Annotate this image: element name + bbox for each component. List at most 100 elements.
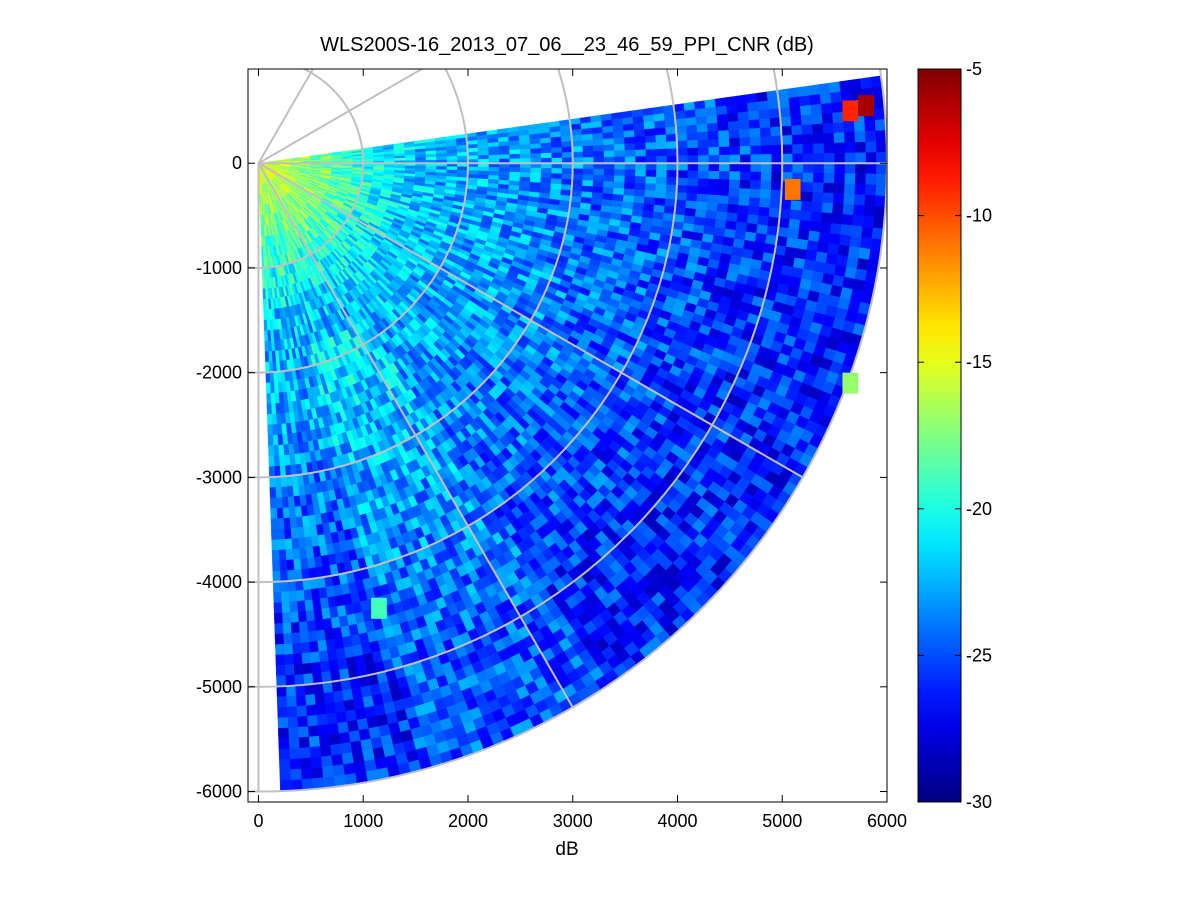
heatmap-cell-3937 <box>684 109 697 119</box>
heatmap-cell-2986 <box>582 174 594 181</box>
heatmap-cell-3753 <box>666 170 678 179</box>
heatmap-cell-2793 <box>561 168 573 175</box>
heatmap-cell-3835 <box>300 568 310 581</box>
heatmap-cell-2409 <box>519 167 531 173</box>
heatmap-cell-4416 <box>735 94 748 105</box>
heatmap-cell-4605 <box>292 653 303 665</box>
heatmap-cell-2878 <box>274 465 281 478</box>
heatmap-cell-4431 <box>735 221 748 232</box>
heatmap-cell-4135 <box>708 154 720 164</box>
heatmap-cell-3740 <box>292 558 302 571</box>
heatmap-cell-2303 <box>266 403 272 415</box>
heatmap-cell-3468 <box>633 189 646 198</box>
heatmap-cell-4513 <box>746 101 759 113</box>
heatmap-cell-1158 <box>383 158 395 162</box>
heatmap-cell-4235 <box>718 187 730 197</box>
heatmap-cell-2975 <box>269 476 276 488</box>
heatmap-cell-2789 <box>561 146 573 153</box>
heatmap-cell-1062 <box>373 158 385 162</box>
heatmap-cell-4123 <box>304 599 314 612</box>
heatmap-cell-4137 <box>708 170 720 180</box>
heatmap-cell-1641 <box>436 166 448 171</box>
heatmap-cell-4993 <box>798 95 811 107</box>
heatmap-cell-2885 <box>572 146 584 153</box>
heatmap-cell-3454 <box>277 528 285 540</box>
heatmap-cell-2795 <box>561 178 573 186</box>
heatmap-cell-3465 <box>635 169 647 177</box>
heatmap-cell-3932 <box>294 579 304 592</box>
heatmap-cell-4698 <box>319 660 331 673</box>
heatmap-cell-3069 <box>280 486 288 498</box>
heatmap-cell-4335 <box>725 220 737 231</box>
heatmap-cell-3451 <box>296 526 305 539</box>
heatmap-cell-1631 <box>264 330 269 342</box>
heatmap-cell-3845 <box>676 140 688 149</box>
heatmap-cell-4043 <box>697 186 709 195</box>
heatmap-cell-4130 <box>706 114 718 125</box>
heatmap-cell-4029 <box>288 590 298 603</box>
heatmap-cell-4895 <box>276 685 287 698</box>
heatmap-cell-4712 <box>771 163 783 173</box>
heatmap-cell-1925 <box>467 151 479 157</box>
heatmap-cell-4033 <box>694 108 707 118</box>
heatmap-cell-3945 <box>687 170 699 179</box>
heatmap-cell-1926 <box>467 155 479 160</box>
heatmap-cell-3365 <box>624 143 636 151</box>
heatmap-cell-3560 <box>645 163 657 171</box>
heatmap-cell-3565 <box>643 196 656 206</box>
heatmap-cell-4140 <box>706 194 719 204</box>
heatmap-cell-4414 <box>282 633 293 645</box>
heatmap-cell-4410 <box>315 629 326 642</box>
heatmap-cell-3844 <box>676 133 688 142</box>
heatmap-cell-3658 <box>655 176 667 185</box>
heatmap-cell-4507 <box>308 641 319 653</box>
heatmap-cell-2499 <box>529 138 541 145</box>
heatmap-cell-863 <box>261 246 264 258</box>
heatmap-cell-1734 <box>446 156 458 161</box>
heatmap-cell-3836 <box>293 569 303 581</box>
heatmap-cell-3364 <box>624 136 636 145</box>
heatmap-cell-2021 <box>477 150 489 156</box>
heatmap-cell-4517 <box>749 136 762 147</box>
heatmap-cell-2974 <box>274 476 282 488</box>
heatmap-cell-4129 <box>705 106 718 117</box>
heatmap-cell-4126 <box>281 601 291 614</box>
heatmap-cell-4613 <box>760 136 772 146</box>
heatmap-cell-4696 <box>336 658 348 671</box>
heatmap-cell-4708 <box>770 126 782 137</box>
heatmap-cell-4908 <box>790 200 803 211</box>
heatmap-cell-3469 <box>633 195 645 204</box>
heatmap-cell-3557 <box>645 142 657 150</box>
heatmap-cell-3933 <box>287 580 297 592</box>
heatmap-cell-4415 <box>274 633 284 645</box>
heatmap-cell-3457 <box>632 115 645 125</box>
heatmap-cell-3266 <box>612 124 624 133</box>
heatmap-cell-4806 <box>781 144 793 155</box>
heatmap-cell-4232 <box>719 163 731 172</box>
heatmap-cell-4417 <box>736 103 749 114</box>
heatmap-cell-3370 <box>624 175 636 184</box>
heatmap-cell-2493 <box>276 423 283 436</box>
heatmap-cell-3743 <box>272 560 281 572</box>
heatmap-cell-4519 <box>750 154 762 164</box>
heatmap-cell-2988 <box>581 185 594 193</box>
heatmap-cell-3650 <box>654 120 666 129</box>
heatmap-cell-2981 <box>582 145 594 153</box>
heatmap-cell-1833 <box>457 166 469 171</box>
heatmap-cell-1151 <box>262 278 266 290</box>
heatmap-cell-4796 <box>302 673 314 686</box>
heatmap-cell-2985 <box>582 168 594 176</box>
heatmap-cell-3651 <box>654 127 667 136</box>
heatmap-cell-3276 <box>613 187 625 196</box>
heatmap-cell-2890 <box>572 174 584 181</box>
heatmap-cell-3949 <box>685 200 697 210</box>
heatmap-cell-4230 <box>718 146 731 156</box>
heatmap-cell-4713 <box>771 171 783 182</box>
heatmap-cell-1829 <box>457 152 469 157</box>
heatmap-cell-3655 <box>656 155 668 164</box>
heatmap-cell-4523 <box>749 188 761 199</box>
heatmap-cell-4427 <box>738 188 751 198</box>
heatmap-cell-3742 <box>279 559 288 572</box>
heatmap-cell-3550 <box>277 539 286 551</box>
heatmap-cell-3554 <box>643 121 656 130</box>
